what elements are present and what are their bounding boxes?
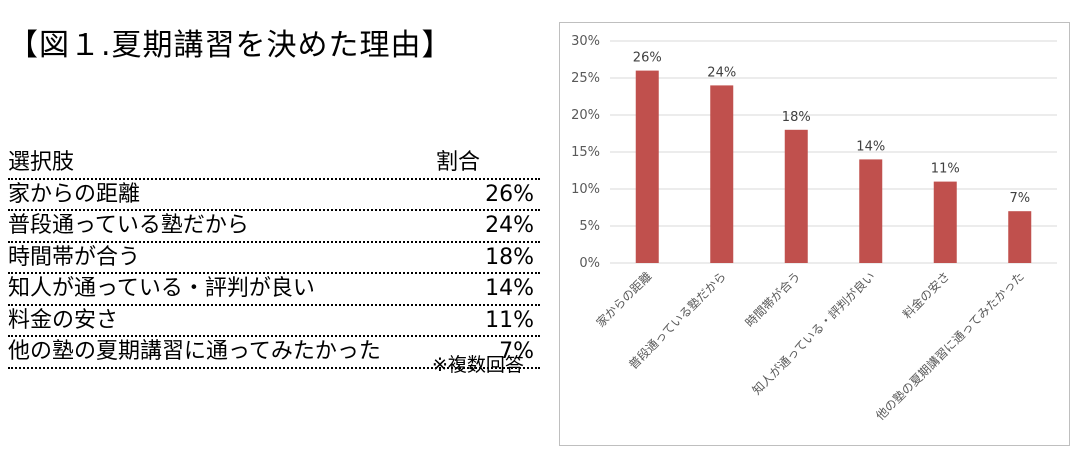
row-label: 料金の安さ bbox=[8, 307, 119, 333]
table-row: 知人が通っている・評判が良い 14% bbox=[8, 274, 540, 306]
category-label: 料金の安さ bbox=[899, 269, 952, 322]
y-tick-label: 20% bbox=[571, 108, 600, 123]
row-label: 他の塾の夏期講習に通ってみたかった bbox=[8, 339, 381, 364]
bar-chart: 0%5%10%15%20%25%30%26%家からの距離24%普段通っている塾だ… bbox=[571, 34, 1057, 423]
row-value: 14% bbox=[485, 276, 534, 301]
row-value: 18% bbox=[485, 244, 534, 270]
row-value: 7% bbox=[499, 339, 534, 364]
row-value: 24% bbox=[485, 213, 534, 238]
y-tick-label: 15% bbox=[571, 145, 600, 160]
row-label: 時間帯が合う bbox=[8, 244, 141, 270]
table-row: 時間帯が合う 18% bbox=[8, 243, 540, 274]
table-row: 料金の安さ 11% bbox=[8, 306, 540, 337]
reason-table: 選択肢 割合 家からの距離 26% 普段通っている塾だから 24% 時間帯が合う… bbox=[8, 148, 540, 369]
row-label: 家からの距離 bbox=[8, 181, 141, 207]
row-label: 知人が通っている・評判が良い bbox=[8, 276, 315, 301]
table-row: 普段通っている塾だから 24% bbox=[8, 211, 540, 243]
data-label: 24% bbox=[707, 65, 736, 80]
data-label: 26% bbox=[633, 51, 662, 66]
bar-chart-frame: 0% 5% 10% 15% 20% 25% 30% 26% 家からの距離 24% 普段通っている塾だ… bbox=[559, 22, 1070, 446]
table-row: 家からの距離 26% bbox=[8, 180, 540, 211]
header-label: 選択肢 bbox=[8, 150, 75, 175]
row-value: 11% bbox=[485, 307, 534, 333]
bar bbox=[859, 159, 883, 263]
data-label: 18% bbox=[782, 110, 811, 125]
bar bbox=[710, 85, 734, 264]
y-tick-label: 0% bbox=[579, 256, 600, 271]
category-label: 家からの距離 bbox=[593, 269, 655, 331]
y-tick-label: 30% bbox=[571, 34, 600, 49]
y-tick-label: 25% bbox=[571, 71, 600, 86]
category-label: 知人が通っている・評判が良い bbox=[749, 269, 878, 398]
table-row: 他の塾の夏期講習に通ってみたかった 7% bbox=[8, 337, 540, 369]
bar bbox=[635, 70, 659, 263]
y-tick-label: 5% bbox=[579, 219, 600, 234]
category-label: 他の塾の夏期講習に通ってみたかった bbox=[872, 269, 1026, 423]
bar bbox=[1008, 211, 1032, 263]
bar bbox=[784, 129, 808, 263]
row-value: 26% bbox=[485, 181, 534, 207]
header-value: 割合 bbox=[435, 150, 480, 175]
data-label: 7% bbox=[1009, 191, 1030, 206]
data-label: 14% bbox=[856, 139, 885, 154]
category-label: 時間帯が合う bbox=[742, 269, 804, 331]
row-label: 普段通っている塾だから bbox=[8, 213, 249, 238]
multiple-answer-note: ※複数回答 bbox=[432, 354, 524, 376]
bar bbox=[933, 181, 957, 263]
page-title: 【図１.夏期講習を決めた理由】 bbox=[8, 28, 453, 63]
data-label: 11% bbox=[931, 162, 960, 177]
table-header: 選択肢 割合 bbox=[8, 148, 540, 180]
y-tick-label: 10% bbox=[571, 182, 600, 197]
